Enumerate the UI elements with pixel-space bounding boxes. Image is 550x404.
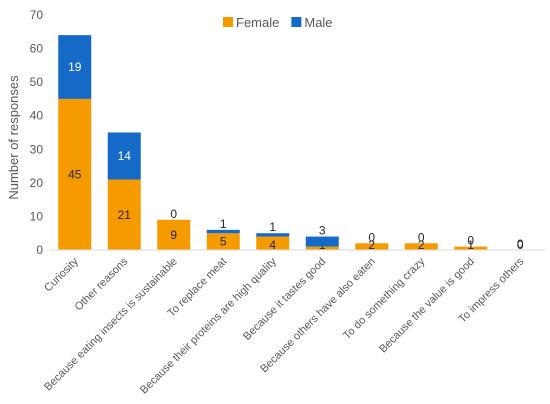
legend-label-female: Female [236, 15, 279, 30]
y-axis: 0 10 20 30 40 50 60 70 [30, 8, 44, 257]
bar-male-curiosity [58, 35, 92, 99]
data-label-female-because-others-have-also-eaten: 2 [368, 238, 375, 252]
bar-female-because-the-value-is-good [454, 246, 488, 250]
y-tick-label: 40 [30, 109, 44, 123]
legend-swatch-male [291, 17, 302, 27]
data-label-male-to-do-something-crazy: 0 [418, 230, 425, 244]
y-tick-label: 0 [36, 243, 43, 257]
legend: Female Male [223, 15, 333, 30]
bar-female-because-others-have-also-eaten [355, 243, 389, 250]
bar-male-because-it-tastes-good [305, 236, 339, 247]
y-tick-label: 70 [30, 8, 44, 22]
bar-female-to-replace-meat [206, 233, 240, 250]
data-label-female-curiosity: 45 [68, 167, 82, 181]
bar-male-because-their-proteins-are-high-quality [256, 233, 290, 237]
data-label-male-because-eating-insects-is-sustainable: 0 [170, 207, 177, 221]
bar-female-because-their-proteins-are-high-quality [256, 236, 290, 250]
bar-female-to-do-something-crazy [404, 243, 438, 250]
data-label-female-because-their-proteins-are-high-quality: 4 [269, 238, 276, 252]
data-label-female-because-eating-insects-is-sustainable: 9 [170, 228, 177, 242]
data-label-female-because-the-value-is-good: 1 [467, 238, 474, 252]
bar-female-curiosity [58, 98, 92, 250]
x-tick-label: Because the value is good [377, 256, 477, 356]
legend-swatch-female [223, 17, 233, 27]
data-label-male-other-reasons: 14 [118, 149, 132, 163]
y-axis-label: Number of responses [6, 75, 21, 200]
x-tick-label: To do something crazy [341, 255, 428, 342]
y-tick-label: 10 [30, 209, 44, 223]
bar-female-because-eating-insects-is-sustainable [157, 219, 191, 250]
bar-female-because-it-tastes-good [305, 246, 339, 250]
y-tick-label: 30 [30, 142, 44, 156]
bar-male-to-replace-meat [206, 229, 240, 234]
x-tick-label: Because it tastes good [241, 256, 328, 343]
data-label-female-to-do-something-crazy: 2 [418, 238, 425, 252]
data-label-female-to-replace-meat: 5 [220, 235, 227, 249]
data-label-female-to-impress-others: 0 [517, 238, 524, 252]
bar-female-other-reasons [107, 179, 141, 250]
bar-male-other-reasons [107, 132, 141, 180]
data-label-male-because-others-have-also-eaten: 0 [368, 230, 375, 244]
data-label-male-because-the-value-is-good: 0 [467, 234, 474, 248]
data-label-female-other-reasons: 21 [118, 208, 132, 222]
data-label-male-curiosity: 19 [68, 60, 82, 74]
y-tick-label: 60 [30, 42, 44, 56]
bars: 451921149051411320201000 [58, 35, 524, 252]
legend-label-male: Male [304, 15, 332, 30]
x-tick-label: Curiosity [42, 255, 81, 294]
data-label-male-because-their-proteins-are-high-quality: 1 [269, 220, 276, 234]
y-tick-label: 20 [30, 176, 44, 190]
data-label-male-because-it-tastes-good: 3 [319, 224, 326, 238]
data-label-male-to-impress-others: 0 [517, 237, 524, 251]
data-label-male-to-replace-meat: 1 [220, 217, 227, 231]
y-tick-label: 50 [30, 75, 44, 89]
